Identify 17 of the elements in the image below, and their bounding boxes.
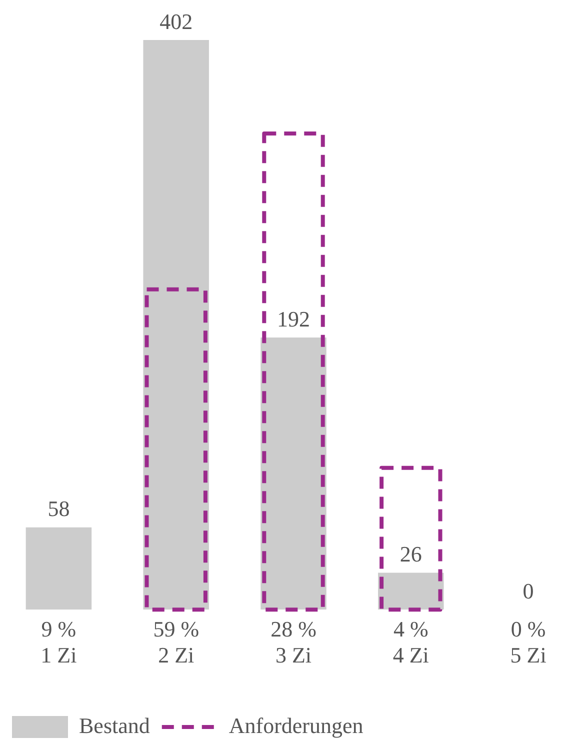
data-label: 26 [400,542,422,567]
x-tick-label: 4 Zi [392,642,429,668]
text: 4 % [393,616,428,642]
data-label: 402 [160,8,193,34]
x-tick-label: 2 Zi [158,642,194,668]
legend-label: Anforderungen [228,712,364,738]
x-tick-label: 1 Zi [40,642,77,668]
text: 59 % [153,616,200,642]
text: 28 % [270,616,316,642]
data-label: 58 [48,496,70,522]
x-tick-label: 3 Zi [275,642,312,668]
data-label: 0 [522,578,534,604]
data-label: 192 [277,306,310,332]
text: 9 % [41,616,76,642]
text: 0 % [510,616,546,642]
x-tick-label: 5 Zi [510,642,546,668]
legend-label: Bestand [79,712,150,738]
